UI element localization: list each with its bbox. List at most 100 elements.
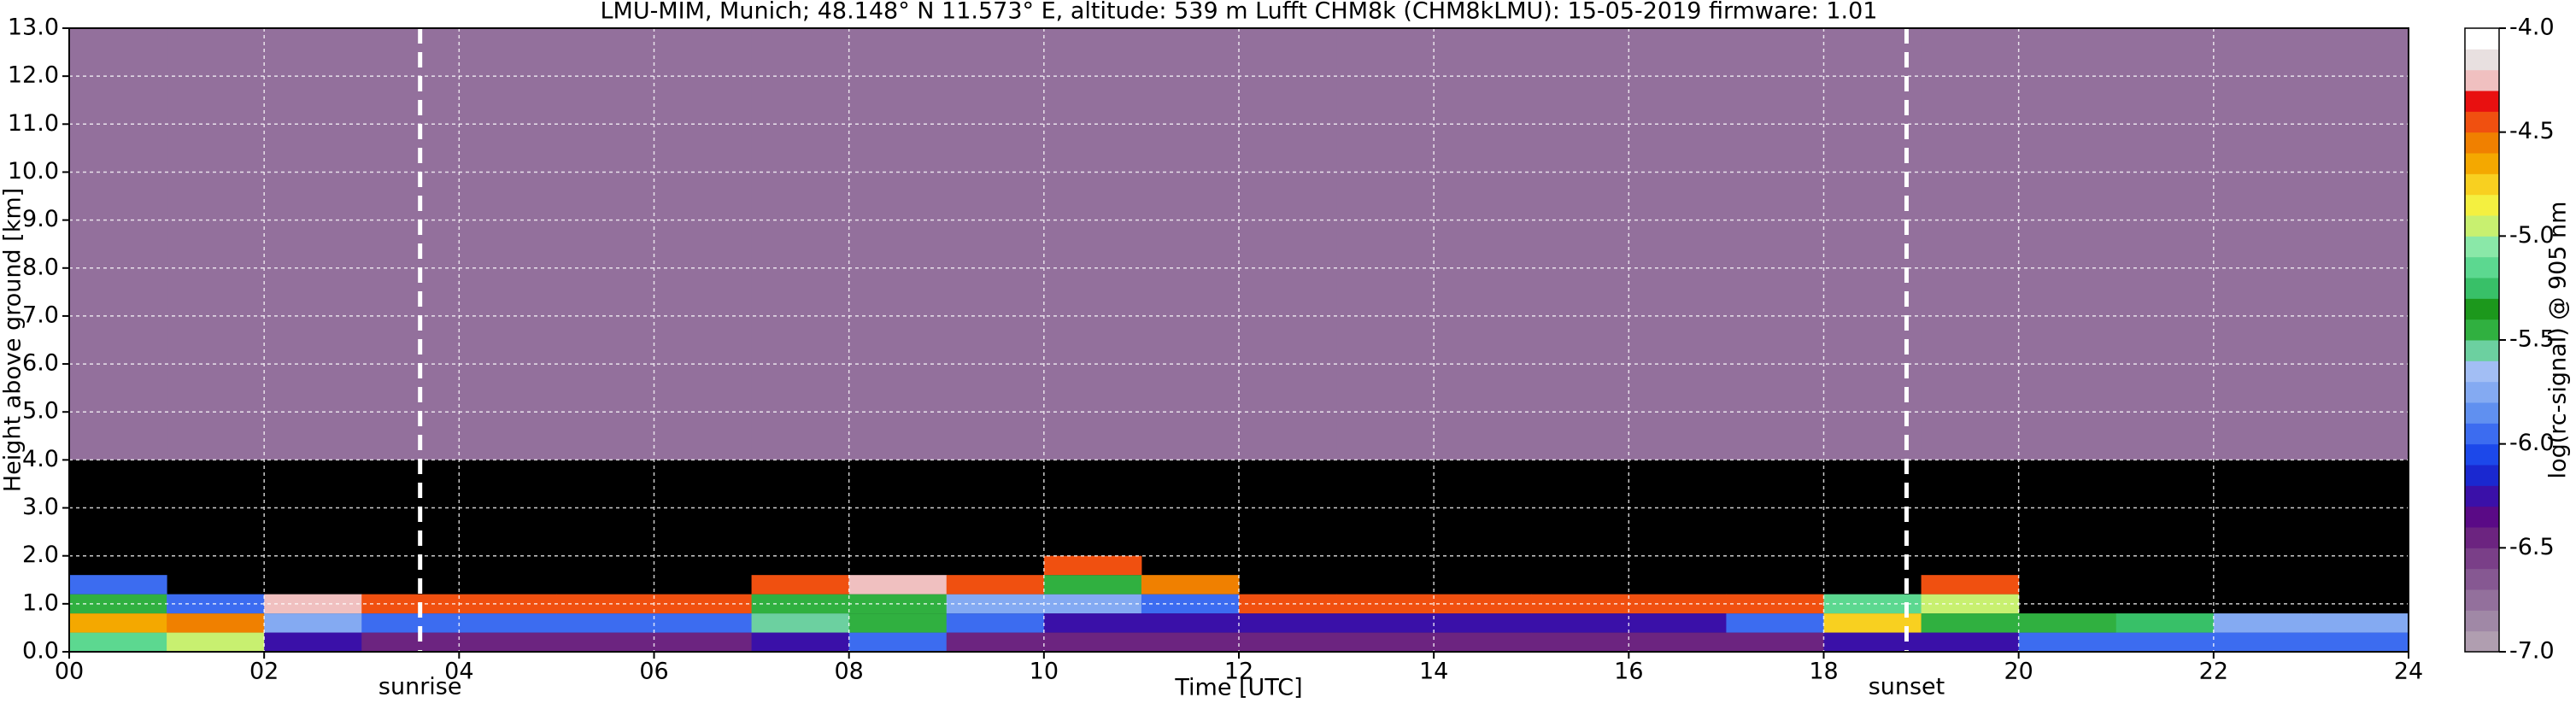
heat-cell bbox=[69, 28, 167, 460]
colorbar-swatch bbox=[2465, 69, 2499, 91]
heat-cell bbox=[848, 575, 948, 595]
colorbar-swatch bbox=[2465, 91, 2499, 112]
y-axis-label: Height above ground [km] bbox=[0, 188, 26, 492]
colorbar-swatch bbox=[2465, 610, 2499, 632]
heat-cell bbox=[264, 28, 362, 460]
heat-cell bbox=[1239, 28, 1337, 460]
heat-cell bbox=[946, 632, 1045, 652]
colorbar-swatch bbox=[2465, 153, 2499, 174]
heat-cell bbox=[2310, 613, 2409, 633]
heat-cell bbox=[459, 632, 557, 652]
colorbar-tick-label: -6.0 bbox=[2509, 430, 2555, 456]
heat-cell bbox=[946, 575, 1045, 595]
colorbar-swatch bbox=[2465, 381, 2499, 403]
heat-cell bbox=[1141, 575, 1240, 595]
y-tick-label: 9.0 bbox=[22, 206, 59, 232]
colorbar-swatch bbox=[2465, 173, 2499, 196]
heat-cell bbox=[848, 613, 948, 633]
y-tick-label: 5.0 bbox=[22, 398, 59, 425]
y-tick-label: 12.0 bbox=[8, 62, 59, 89]
heat-cell bbox=[1043, 575, 1142, 595]
annotation-label: sunset bbox=[1869, 674, 1945, 700]
x-tick-label: 24 bbox=[2394, 659, 2423, 685]
heat-cell bbox=[167, 28, 265, 460]
y-tick-label: 4.0 bbox=[22, 446, 59, 472]
heat-cell bbox=[1531, 613, 1629, 633]
chart-title: LMU-MIM, Munich; 48.148° N 11.573° E, al… bbox=[601, 0, 1878, 25]
heat-cell bbox=[1823, 613, 1922, 633]
x-tick-label: 00 bbox=[55, 659, 84, 685]
heat-cell bbox=[1141, 28, 1240, 460]
heat-cell bbox=[1531, 632, 1629, 652]
colorbar-swatch bbox=[2465, 236, 2499, 258]
colorbar-swatch bbox=[2465, 568, 2499, 590]
heat-cell bbox=[2115, 632, 2215, 652]
plot-frame bbox=[68, 27, 2409, 653]
heat-cell bbox=[2310, 632, 2409, 652]
heat-cell bbox=[459, 28, 557, 460]
heat-cell bbox=[361, 613, 460, 633]
colorbar-swatch bbox=[2465, 28, 2499, 50]
colorbar-swatch bbox=[2465, 132, 2499, 154]
y-tick-label: 11.0 bbox=[8, 110, 59, 137]
heat-cell bbox=[1921, 575, 2020, 595]
x-tick-label: 06 bbox=[639, 659, 668, 685]
colorbar-swatch bbox=[2465, 256, 2499, 278]
heat-cell bbox=[1336, 632, 1435, 652]
colorbar-label: log(rc-signal) @ 905 nm bbox=[2545, 202, 2572, 479]
y-tick-label: 6.0 bbox=[22, 350, 59, 377]
colorbar-tick-label: -7.0 bbox=[2509, 638, 2555, 665]
heat-cell bbox=[1628, 632, 1727, 652]
y-tick-label: 1.0 bbox=[22, 589, 59, 616]
colorbar-swatch bbox=[2465, 319, 2499, 341]
heat-cell bbox=[264, 613, 362, 633]
heat-cell bbox=[264, 632, 362, 652]
heat-cell bbox=[1434, 28, 1532, 460]
heat-cell bbox=[556, 613, 654, 633]
heat-cell bbox=[1628, 613, 1727, 633]
heat-cell bbox=[2018, 613, 2117, 633]
heat-cell bbox=[1043, 555, 1142, 576]
colorbar-tick-label: -4.0 bbox=[2509, 15, 2555, 41]
colorbar-swatch bbox=[2465, 506, 2499, 528]
heat-cell bbox=[69, 613, 167, 633]
x-tick-label: 18 bbox=[1809, 659, 1838, 685]
heat-cell bbox=[1726, 28, 1824, 460]
heat-cell bbox=[1141, 632, 1240, 652]
heat-cell bbox=[1726, 594, 1824, 614]
y-tick-label: 8.0 bbox=[22, 254, 59, 280]
y-tick-label: 7.0 bbox=[22, 302, 59, 328]
heat-cell bbox=[654, 594, 753, 614]
heat-cell bbox=[848, 632, 948, 652]
heat-cell bbox=[654, 613, 753, 633]
heat-cell bbox=[361, 594, 460, 614]
heat-cell bbox=[946, 28, 1045, 460]
colorbar-swatch bbox=[2465, 485, 2499, 507]
heat-cell bbox=[1434, 594, 1532, 614]
heat-cell bbox=[556, 28, 654, 460]
heat-cell bbox=[1823, 632, 1922, 652]
colorbar-swatch bbox=[2465, 589, 2499, 611]
heat-cell bbox=[1043, 28, 1142, 460]
colorbar-swatch bbox=[2465, 360, 2499, 383]
colorbar-swatch bbox=[2465, 527, 2499, 548]
x-tick-label: 12 bbox=[1224, 659, 1253, 685]
x-tick-label: 22 bbox=[2199, 659, 2228, 685]
heat-cell bbox=[1043, 632, 1142, 652]
colorbar-tick-label: -4.5 bbox=[2509, 118, 2555, 144]
colorbar-swatch bbox=[2465, 194, 2499, 216]
heat-cell bbox=[654, 28, 753, 460]
colorbar-swatch bbox=[2465, 548, 2499, 570]
heat-cell bbox=[2213, 632, 2312, 652]
colorbar-swatch bbox=[2465, 49, 2499, 71]
x-tick-label: 04 bbox=[444, 659, 473, 685]
x-tick-label: 20 bbox=[2004, 659, 2033, 685]
heat-cell bbox=[1239, 632, 1337, 652]
y-tick-label: 10.0 bbox=[8, 158, 59, 185]
heat-cell bbox=[1726, 632, 1824, 652]
colorbar-swatch bbox=[2465, 630, 2499, 653]
heat-cell bbox=[2213, 28, 2312, 460]
colorbar-swatch bbox=[2465, 465, 2499, 486]
heat-cell bbox=[2310, 28, 2409, 460]
